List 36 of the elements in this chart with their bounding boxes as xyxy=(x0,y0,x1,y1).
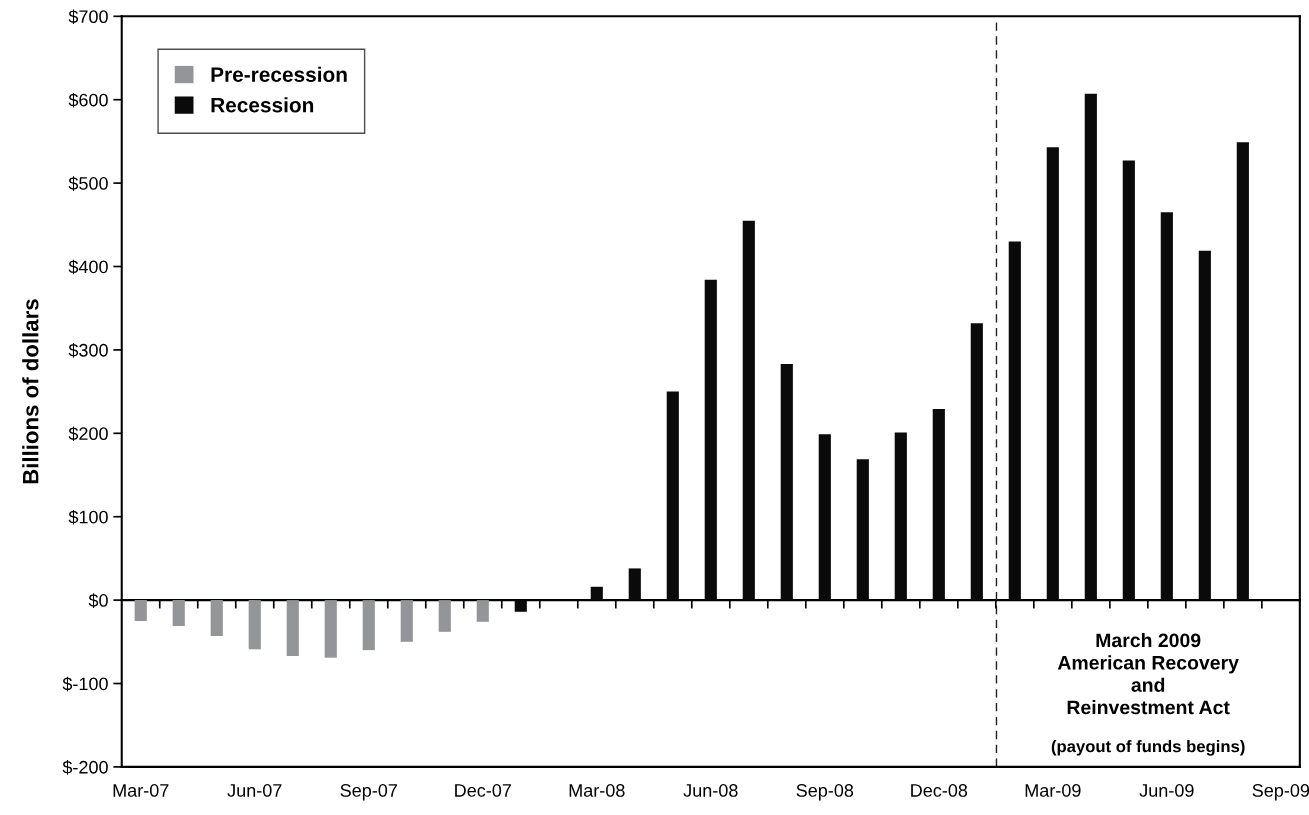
y-tick-label: $400 xyxy=(68,259,108,275)
annotation: (payout of funds begins) xyxy=(1051,740,1245,756)
legend-label: Pre-recession xyxy=(211,66,347,82)
bar xyxy=(210,600,223,636)
bar xyxy=(248,600,261,650)
bar xyxy=(362,600,375,651)
x-tick-label: Jun-09 xyxy=(1139,784,1194,797)
x-tick-label: Mar-08 xyxy=(569,784,625,797)
y-tick-label: $600 xyxy=(68,92,108,108)
bar xyxy=(438,600,451,632)
x-tick-label: Sep-09 xyxy=(1252,784,1309,801)
y-tick-label: $700 xyxy=(68,9,108,25)
x-tick-label: Mar-07 xyxy=(113,784,169,797)
annotation: March 2009 American Recovery and Reinvestment Act xyxy=(1057,632,1239,715)
legend-label: Recession xyxy=(211,97,314,113)
bar xyxy=(324,600,337,658)
bar xyxy=(172,600,185,626)
x-tick-label: Dec-08 xyxy=(911,784,968,797)
y-tick-label: $100 xyxy=(68,509,108,525)
y-tick-label: $300 xyxy=(68,343,108,358)
bar xyxy=(286,600,299,656)
y-tick-label: $500 xyxy=(68,176,108,191)
x-tick-label: Jun-07 xyxy=(227,784,282,797)
x-tick-label: Sep-08 xyxy=(796,784,854,801)
y-tick-label: $-200 xyxy=(62,760,108,775)
x-tick-label: Dec-07 xyxy=(455,784,511,797)
bar xyxy=(476,600,489,622)
y-axis-title: Billions of dollars xyxy=(22,299,39,484)
y-tick-label: $0 xyxy=(88,593,108,608)
bar xyxy=(134,600,147,621)
x-tick-label: Mar-09 xyxy=(1025,784,1081,797)
bar xyxy=(400,600,413,642)
y-tick-label: $-100 xyxy=(62,676,108,692)
y-tick-label: $200 xyxy=(68,426,108,442)
x-tick-label: Jun-08 xyxy=(683,784,738,797)
x-tick-label: Sep-07 xyxy=(340,784,397,801)
